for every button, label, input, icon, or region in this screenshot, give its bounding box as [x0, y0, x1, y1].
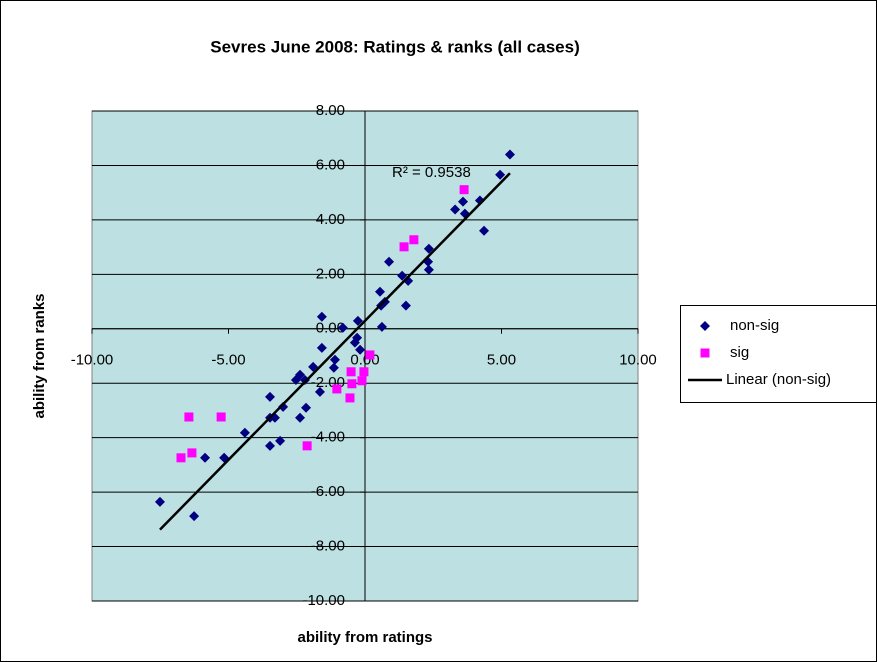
point: [189, 511, 200, 522]
y-tick-label: -10.00: [302, 592, 345, 609]
legend-label: sig: [730, 344, 749, 361]
x-tick-label: -5.00: [211, 352, 245, 369]
point: [384, 256, 395, 267]
point: [301, 402, 312, 413]
point: [216, 412, 226, 422]
point: [278, 401, 289, 412]
y-tick-label: 4.00: [316, 211, 345, 228]
point: [176, 453, 186, 463]
y-tick-label: -4.00: [311, 429, 345, 446]
point: [459, 185, 469, 195]
legend-marker: [700, 321, 710, 331]
point: [349, 337, 360, 348]
chart-title: Sevres June 2008: Ratings & ranks (all c…: [210, 37, 579, 56]
point: [187, 448, 197, 458]
point: [316, 342, 327, 353]
point: [458, 196, 469, 207]
point: [355, 344, 366, 355]
point: [345, 393, 355, 403]
point: [375, 286, 386, 297]
point: [365, 350, 375, 360]
point: [239, 427, 250, 438]
point: [200, 452, 211, 463]
y-axis-label: ability from ranks: [31, 293, 48, 418]
point: [376, 321, 387, 332]
point: [357, 376, 367, 386]
point: [352, 315, 363, 326]
x-tick-label: 5.00: [487, 352, 516, 369]
point: [423, 264, 434, 275]
point: [347, 379, 357, 389]
x-tick-label: -10.00: [71, 352, 114, 369]
point: [328, 362, 339, 373]
point: [314, 386, 325, 397]
point: [264, 391, 275, 402]
point: [399, 242, 409, 252]
y-tick-label: -6.00: [311, 483, 345, 500]
legend-label: non-sig: [730, 317, 779, 334]
point: [400, 300, 411, 311]
x-tick-label: 10.00: [619, 352, 657, 369]
point: [359, 367, 369, 377]
point: [184, 412, 194, 422]
point: [346, 367, 356, 377]
y-tick-label: 0.00: [316, 320, 345, 337]
y-tick-label: 6.00: [316, 156, 345, 173]
point: [450, 204, 461, 215]
point: [504, 149, 515, 160]
y-tick-label: 2.00: [316, 265, 345, 282]
legend-box: [680, 305, 877, 403]
point: [409, 235, 419, 245]
trendline: [159, 172, 511, 531]
point: [295, 412, 306, 423]
legend-marker: [700, 348, 710, 358]
point: [474, 195, 485, 206]
legend-label: Linear (non-sig): [726, 371, 831, 388]
point: [154, 496, 165, 507]
point: [337, 322, 348, 333]
y-tick-label: 8.00: [316, 102, 345, 119]
point: [495, 169, 506, 180]
point: [479, 225, 490, 236]
point: [329, 354, 340, 365]
trendline-annotation: R² = 0.9538: [392, 164, 471, 181]
point: [264, 440, 275, 451]
point: [316, 311, 327, 322]
point: [275, 435, 286, 446]
x-axis-label: ability from ratings: [297, 629, 432, 646]
y-tick-label: -8.00: [311, 538, 345, 555]
point: [332, 384, 342, 394]
point: [290, 374, 301, 385]
point: [397, 270, 408, 281]
point: [302, 441, 312, 451]
point: [423, 243, 434, 254]
point: [299, 374, 310, 385]
